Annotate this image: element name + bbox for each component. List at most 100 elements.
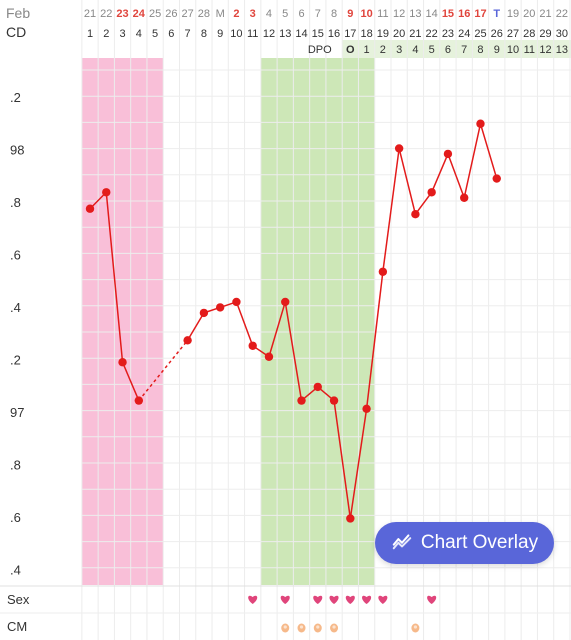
date-label: 28 xyxy=(198,8,210,20)
date-label: 17 xyxy=(474,8,486,20)
dpo-value: 6 xyxy=(445,44,451,56)
date-label: 14 xyxy=(426,8,438,20)
date-label: 22 xyxy=(100,8,112,20)
date-label: 25 xyxy=(149,8,161,20)
dpo-value: 2 xyxy=(380,44,386,56)
fertile-window-band xyxy=(260,58,375,585)
cycle-day-label: 24 xyxy=(458,28,470,40)
y-axis-label: .8 xyxy=(10,458,21,473)
dpo-value: 10 xyxy=(507,44,519,56)
temperature-line xyxy=(479,123,498,179)
y-axis-label: .6 xyxy=(10,510,21,525)
sex-row-label: Sex xyxy=(7,592,30,607)
temperature-point xyxy=(362,404,371,414)
date-label: 13 xyxy=(409,8,421,20)
date-label: 21 xyxy=(84,8,96,20)
date-label: 21 xyxy=(539,8,551,20)
temperature-point xyxy=(85,204,95,213)
heart-icon xyxy=(280,595,290,604)
temperature-line xyxy=(463,123,482,198)
y-axis-label: 98 xyxy=(10,143,24,158)
dpo-header-bg xyxy=(342,40,571,58)
date-label: 20 xyxy=(523,8,535,20)
dpo-value: 13 xyxy=(556,44,568,56)
heart-icon xyxy=(345,595,355,604)
chart-overlay-button[interactable]: Chart Overlay xyxy=(375,522,554,564)
y-axis-label: .2 xyxy=(10,353,21,368)
date-label: 16 xyxy=(458,8,470,20)
temperature-line xyxy=(186,312,205,341)
date-label: 3 xyxy=(250,8,256,20)
date-label: M xyxy=(216,8,225,20)
date-label: 23 xyxy=(116,8,128,20)
temperature-point xyxy=(118,358,127,367)
cycle-day-label: 18 xyxy=(360,28,372,40)
temperature-point xyxy=(394,144,404,153)
date-label: 8 xyxy=(331,8,337,20)
dpo-label: DPO xyxy=(308,44,332,56)
dpo-value: 8 xyxy=(477,44,483,56)
temperature-point xyxy=(199,308,209,318)
temperature-point xyxy=(313,382,322,392)
date-label: 4 xyxy=(266,8,272,20)
cd-label: CD xyxy=(6,24,26,40)
y-axis-label: .4 xyxy=(10,563,21,578)
temperature-line xyxy=(105,192,124,363)
temperature-point xyxy=(492,174,501,183)
cycle-day-label: 6 xyxy=(168,28,174,40)
cycle-day-label: 16 xyxy=(328,28,340,40)
date-label: 15 xyxy=(442,8,454,20)
cm-row-label: CM xyxy=(7,619,27,634)
dpo-value: 11 xyxy=(524,44,535,56)
month-label: Feb xyxy=(6,5,30,21)
date-label: 2 xyxy=(233,8,239,20)
temperature-point xyxy=(264,352,274,361)
cycle-day-label: 5 xyxy=(152,28,158,40)
temperature-line xyxy=(235,301,254,347)
trend-chart-icon xyxy=(391,529,413,557)
cycle-day-label: 15 xyxy=(312,28,324,40)
temperature-point xyxy=(460,193,469,202)
temperature-point xyxy=(427,188,436,197)
temperature-point xyxy=(297,396,306,405)
dpo-value: 12 xyxy=(539,44,551,56)
cycle-day-label: 7 xyxy=(185,28,191,40)
dpo-value: O xyxy=(346,44,355,56)
date-label: 27 xyxy=(181,8,193,20)
temperature-point xyxy=(248,341,257,350)
temperature-point xyxy=(378,267,388,276)
cycle-day-label: 23 xyxy=(442,28,454,40)
date-label: 19 xyxy=(507,8,519,20)
date-label: 10 xyxy=(360,8,372,20)
cm-drop-highlight xyxy=(413,625,417,629)
dpo-value: 3 xyxy=(396,44,402,56)
temperature-point xyxy=(183,336,192,345)
date-label: 26 xyxy=(165,8,177,20)
dpo-value: 7 xyxy=(461,44,467,56)
chart-overlay-label: Chart Overlay xyxy=(420,532,539,553)
temperature-line xyxy=(414,191,433,215)
cm-drop-highlight xyxy=(332,625,336,629)
cycle-day-label: 20 xyxy=(393,28,405,40)
cycle-day-label: 21 xyxy=(409,28,421,40)
temperature-line xyxy=(447,153,465,199)
date-label: 9 xyxy=(347,8,353,20)
y-axis-label: .6 xyxy=(10,248,21,263)
date-label: 5 xyxy=(282,8,288,20)
cycle-day-label: 27 xyxy=(507,28,519,40)
cycle-day-label: 4 xyxy=(136,28,142,40)
date-label: 24 xyxy=(133,8,146,20)
date-label: 12 xyxy=(393,8,405,20)
cycle-day-label: 14 xyxy=(295,28,307,40)
cm-drop-highlight xyxy=(316,625,320,629)
temperature-point xyxy=(329,396,339,405)
y-axis-label: 97 xyxy=(10,405,24,420)
temperature-line xyxy=(284,301,303,401)
heart-icon xyxy=(362,595,372,604)
temperature-line xyxy=(268,301,286,357)
cycle-day-label: 2 xyxy=(103,28,109,40)
dpo-value: 5 xyxy=(429,44,435,56)
date-label: T xyxy=(493,8,500,20)
y-axis-label: .4 xyxy=(10,300,21,315)
cycle-day-label: 29 xyxy=(539,28,551,40)
